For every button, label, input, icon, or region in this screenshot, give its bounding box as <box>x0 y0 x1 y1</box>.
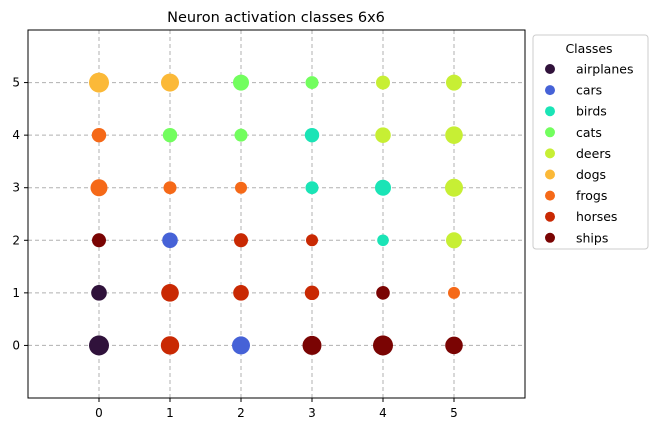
legend-label-deers: deers <box>576 146 611 161</box>
y-tick-label: 4 <box>12 128 20 142</box>
legend-box <box>532 34 649 250</box>
y-tick-label: 1 <box>12 286 20 300</box>
legend-marker-ships <box>545 232 555 243</box>
legend-label-horses: horses <box>576 209 617 224</box>
legend-title: Classes <box>565 41 612 56</box>
data-point-ships <box>376 286 390 300</box>
data-point-horses <box>160 336 180 355</box>
data-point-cars <box>162 232 178 249</box>
data-point-deers <box>375 127 391 143</box>
data-point-cats <box>234 128 248 142</box>
legend-label-cars: cars <box>576 83 602 98</box>
x-axis-ticks: 0 1 2 3 4 5 <box>95 398 458 420</box>
chart-title: Neuron activation classes 6x6 <box>167 10 385 26</box>
legend-entries: airplanes cars birds cats deers dogs frogs hors… <box>545 62 633 245</box>
legend: Classes airplanes cars birds cats deers dogs f… <box>532 34 649 250</box>
legend-marker-dogs <box>545 169 555 180</box>
data-point-ships <box>92 233 106 248</box>
data-point-cats <box>162 127 178 143</box>
x-tick-label: 3 <box>308 406 316 420</box>
data-point-horses <box>234 233 248 248</box>
legend-label-birds: birds <box>576 104 607 119</box>
data-point-frogs <box>163 181 177 195</box>
data-point-dogs <box>161 73 179 92</box>
legend-label-airplanes: airplanes <box>576 62 633 77</box>
data-point-airplanes <box>89 335 109 356</box>
data-point-birds <box>305 181 319 195</box>
data-point-deers <box>446 74 462 91</box>
data-point-horses <box>233 285 249 301</box>
data-point-deers <box>376 75 390 90</box>
data-point-frogs <box>90 179 108 197</box>
legend-marker-birds <box>545 106 555 117</box>
data-point-deers <box>445 126 463 144</box>
legend-label-ships: ships <box>576 230 608 245</box>
data-point-cats <box>233 74 249 91</box>
x-tick-label: 5 <box>450 406 458 420</box>
data-point-horses <box>161 284 179 302</box>
grid-lines <box>28 30 525 398</box>
legend-marker-frogs <box>545 190 555 201</box>
data-point-cars <box>232 336 250 355</box>
x-tick-label: 2 <box>237 406 245 420</box>
axes-frame <box>27 29 526 399</box>
data-point-frogs <box>91 127 107 143</box>
data-point-deers <box>446 232 462 249</box>
data-point-ships <box>373 335 393 356</box>
data-point-ships <box>302 335 322 355</box>
y-tick-label: 3 <box>12 181 20 195</box>
y-tick-label: 5 <box>12 76 20 90</box>
legend-label-frogs: frogs <box>576 188 607 203</box>
y-axis-ticks: 0 1 2 3 4 5 <box>12 76 28 352</box>
legend-marker-cats <box>545 127 555 138</box>
data-point-birds <box>304 127 320 143</box>
legend-marker-deers <box>545 148 555 159</box>
data-point-frogs <box>235 181 247 194</box>
data-point-frogs <box>448 286 460 299</box>
data-point-ships <box>445 336 463 355</box>
data-point-birds <box>377 234 389 247</box>
legend-marker-cars <box>545 85 555 96</box>
x-tick-label: 0 <box>95 406 103 420</box>
data-point-deers <box>445 178 463 197</box>
y-tick-label: 2 <box>12 233 20 247</box>
legend-marker-airplanes <box>545 64 555 74</box>
data-point-horses <box>306 234 318 247</box>
legend-marker-horses <box>545 211 555 222</box>
data-points <box>89 72 463 356</box>
data-point-birds <box>375 179 391 196</box>
data-point-horses <box>304 285 320 301</box>
x-tick-label: 4 <box>379 406 387 420</box>
legend-label-cats: cats <box>576 125 602 140</box>
data-point-cats <box>305 76 319 90</box>
x-tick-label: 1 <box>166 406 174 420</box>
data-point-dogs <box>89 72 109 93</box>
legend-label-dogs: dogs <box>576 167 606 182</box>
y-tick-label: 0 <box>12 338 20 352</box>
data-point-airplanes <box>91 285 107 301</box>
